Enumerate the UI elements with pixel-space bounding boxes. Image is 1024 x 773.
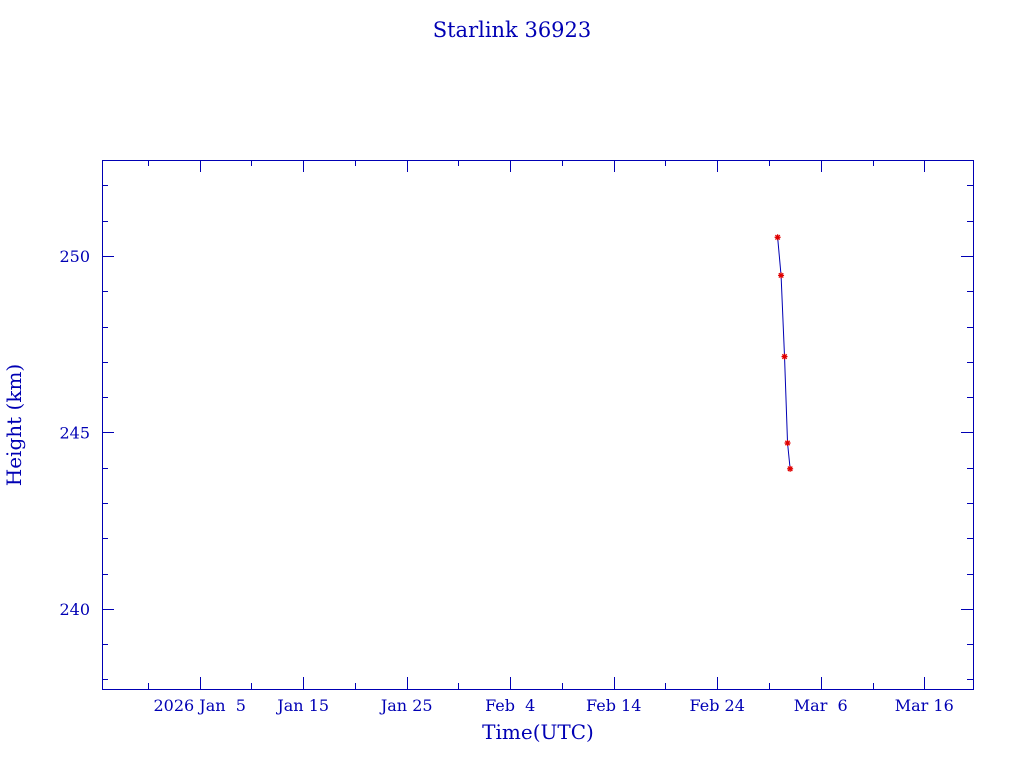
data-point xyxy=(774,234,781,241)
x-tick-label: Jan 25 xyxy=(379,696,433,715)
data-point-star xyxy=(774,234,781,240)
data-point-star xyxy=(784,440,791,446)
axis-ticks xyxy=(102,160,973,689)
x-tick-label: Mar 6 xyxy=(794,696,848,715)
y-tick-label: 240 xyxy=(59,600,90,619)
x-tick-label: Feb 14 xyxy=(586,696,641,715)
data-point-star xyxy=(787,466,793,472)
y-axis-label: Height (km) xyxy=(2,364,26,486)
data-point xyxy=(781,353,788,360)
y-tick-label: 250 xyxy=(59,247,90,266)
x-tick-label: Mar 16 xyxy=(895,696,954,715)
data-point xyxy=(778,272,785,279)
data-point xyxy=(787,465,794,472)
plot-frame xyxy=(102,160,974,690)
tick-labels: 2026 Jan 5 Jan 15 Jan 25 Feb 4 Feb 14 Feb 24 M… xyxy=(59,247,953,715)
x-tick-label: Feb 4 xyxy=(485,696,535,715)
series xyxy=(774,234,794,472)
x-axis-label: Time(UTC) xyxy=(482,720,594,744)
data-point-star xyxy=(781,353,788,360)
y-tick-label: 245 xyxy=(59,423,90,442)
data-point xyxy=(784,440,791,447)
x-tick-label: Jan 15 xyxy=(275,696,329,715)
series-line xyxy=(777,237,791,469)
data-point-star xyxy=(778,272,784,279)
x-tick-label: 2026 Jan 5 xyxy=(153,696,245,715)
x-tick-label: Feb 24 xyxy=(690,696,745,715)
chart-title: Starlink 36923 xyxy=(433,18,592,42)
